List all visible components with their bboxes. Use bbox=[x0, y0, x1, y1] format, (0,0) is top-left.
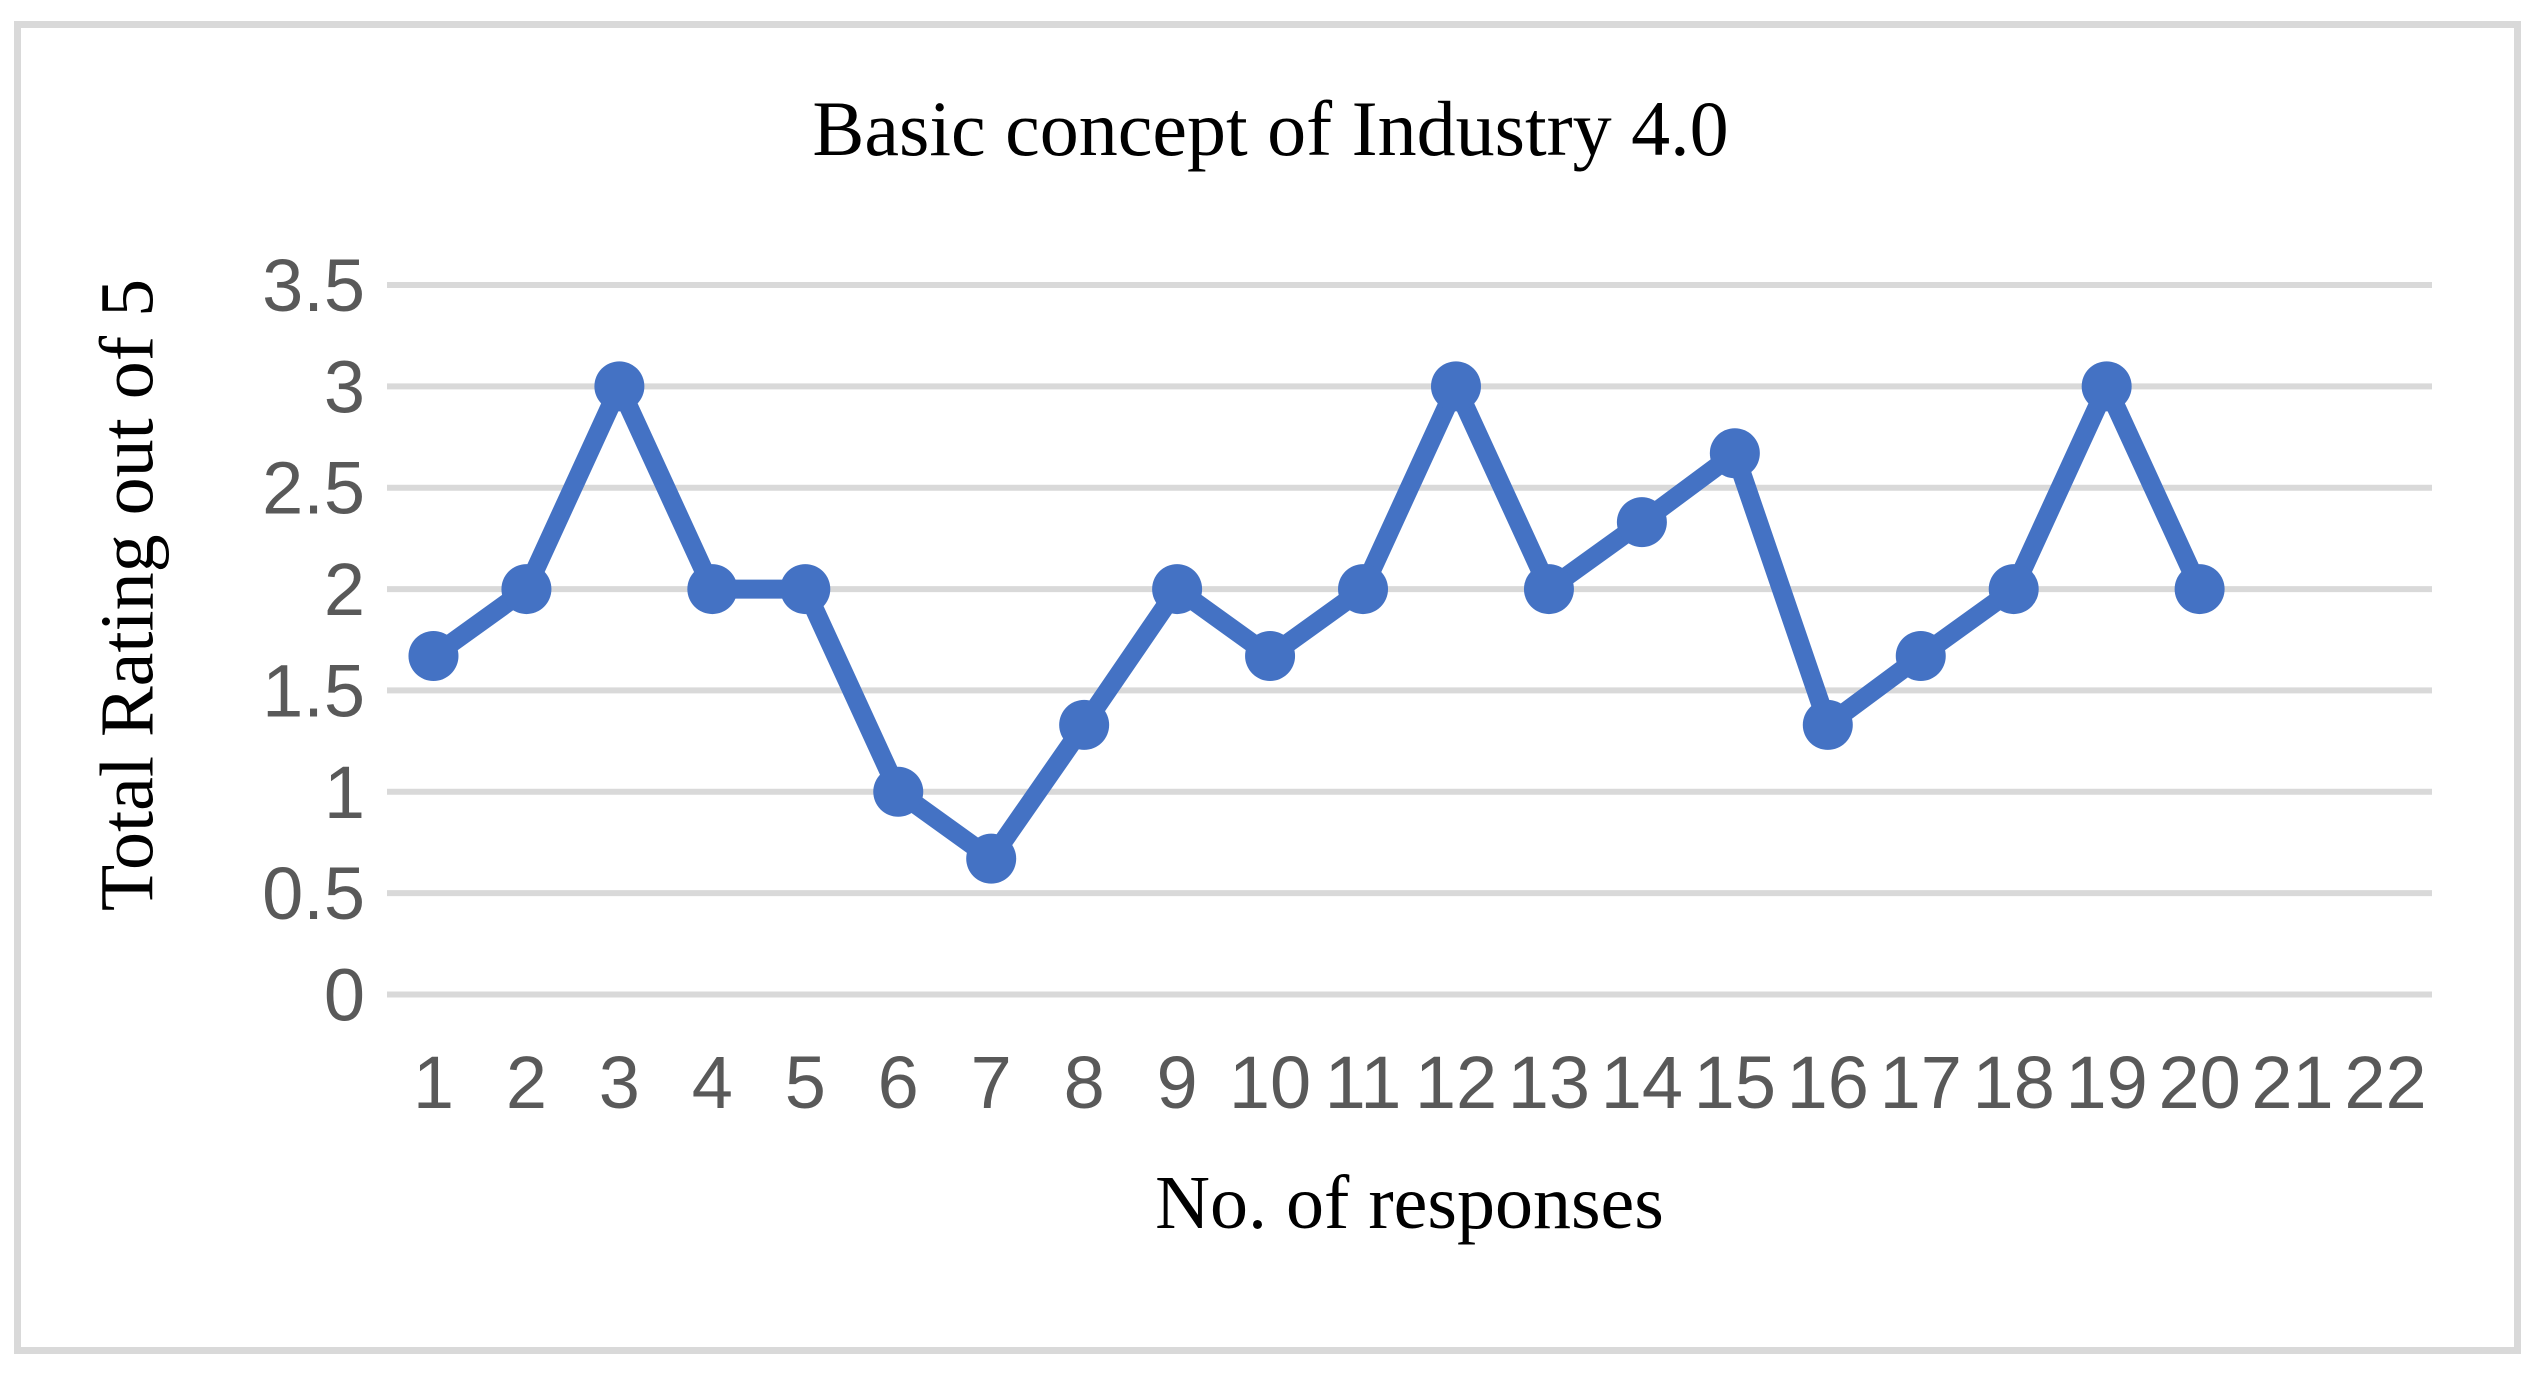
x-tick-label: 2 bbox=[506, 1041, 547, 1124]
x-tick-label: 19 bbox=[2066, 1041, 2148, 1124]
data-point bbox=[1430, 361, 1481, 412]
data-point bbox=[501, 564, 552, 615]
y-tick-label: 1 bbox=[324, 751, 365, 834]
x-axis-title: No. of responses bbox=[1155, 1161, 1664, 1245]
data-point bbox=[966, 833, 1017, 884]
x-tick-label: 14 bbox=[1601, 1041, 1683, 1124]
data-point bbox=[1152, 564, 1203, 615]
y-tick-label: 0.5 bbox=[262, 852, 365, 935]
x-tick-label: 22 bbox=[2344, 1041, 2426, 1124]
data-point bbox=[1059, 699, 1110, 750]
data-point bbox=[2174, 564, 2225, 615]
y-tick-label: 1.5 bbox=[262, 649, 365, 732]
x-tick-label: 21 bbox=[2251, 1041, 2333, 1124]
chart-border bbox=[14, 21, 2521, 1354]
data-point bbox=[1338, 564, 1389, 615]
data-point bbox=[408, 630, 459, 681]
data-point bbox=[1895, 630, 1946, 681]
y-tick-label: 2 bbox=[324, 548, 365, 631]
data-point bbox=[1709, 428, 1760, 479]
data-point bbox=[1988, 564, 2039, 615]
x-tick-label: 8 bbox=[1064, 1041, 1105, 1124]
data-point bbox=[873, 766, 924, 817]
y-tick-label: 3 bbox=[324, 345, 365, 428]
series-line bbox=[423, 376, 2210, 869]
x-tick-label: 6 bbox=[878, 1041, 919, 1124]
x-tick-label: 5 bbox=[785, 1041, 826, 1124]
x-tick-label: 3 bbox=[599, 1041, 640, 1124]
y-tick-label: 2.5 bbox=[262, 447, 365, 530]
x-tick-label: 11 bbox=[1325, 1041, 1402, 1124]
y-tick-label: 3.5 bbox=[262, 244, 365, 327]
y-tick-label: 0 bbox=[324, 954, 365, 1037]
data-point bbox=[2081, 361, 2132, 412]
data-point bbox=[1245, 630, 1296, 681]
data-point bbox=[594, 361, 645, 412]
data-point bbox=[1523, 564, 1574, 615]
x-tick-label: 10 bbox=[1229, 1041, 1311, 1124]
x-tick-label: 12 bbox=[1415, 1041, 1497, 1124]
x-tick-label: 7 bbox=[971, 1041, 1012, 1124]
x-tick-label: 13 bbox=[1508, 1041, 1590, 1124]
x-tick-label: 17 bbox=[1880, 1041, 1962, 1124]
chart-title: Basic concept of Industry 4.0 bbox=[812, 85, 1729, 172]
x-tick-label: 20 bbox=[2158, 1041, 2240, 1124]
x-tick-label: 1 bbox=[413, 1041, 454, 1124]
data-point bbox=[1616, 497, 1667, 548]
data-point bbox=[687, 564, 738, 615]
x-tick-label: 16 bbox=[1787, 1041, 1869, 1124]
x-tick-label: 9 bbox=[1157, 1041, 1198, 1124]
x-tick-label: 15 bbox=[1694, 1041, 1776, 1124]
data-point bbox=[1802, 699, 1853, 750]
x-tick-label: 4 bbox=[692, 1041, 733, 1124]
x-tick-label: 18 bbox=[1973, 1041, 2055, 1124]
data-point bbox=[780, 564, 831, 615]
